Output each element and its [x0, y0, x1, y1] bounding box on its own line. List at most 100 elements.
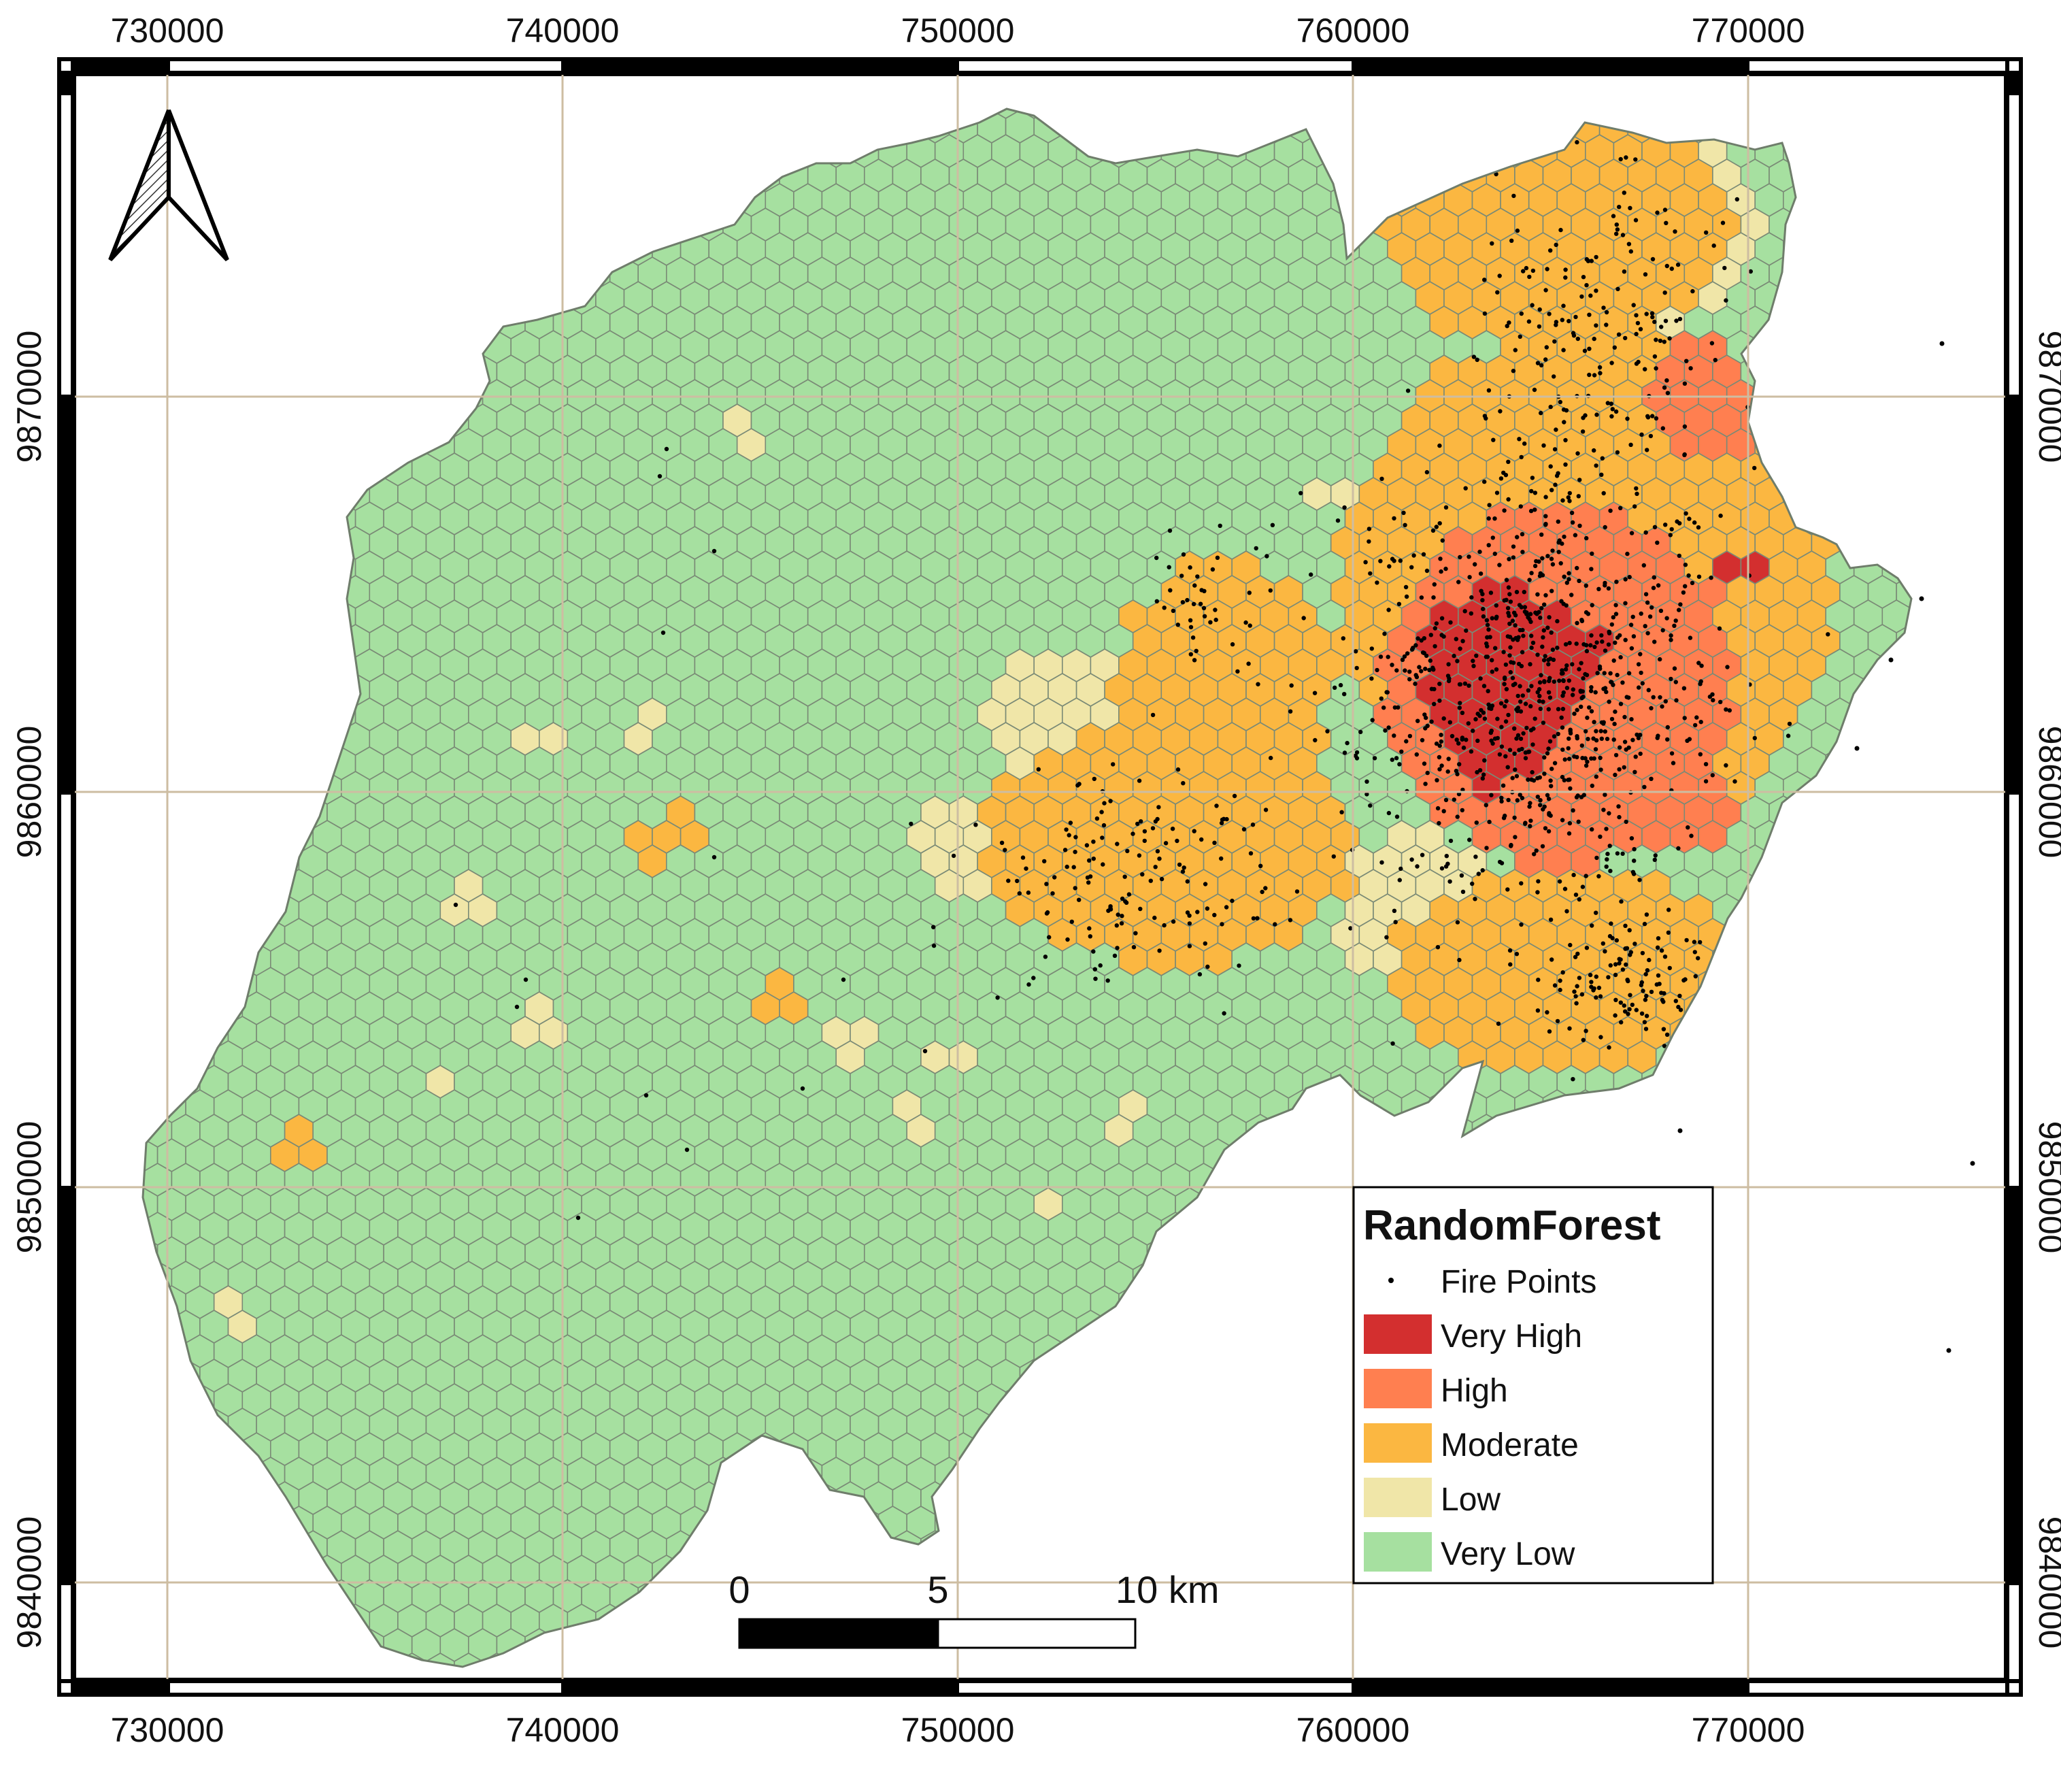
fire-point: [1420, 737, 1425, 743]
fire-point: [1448, 838, 1454, 844]
fire-point: [1632, 769, 1637, 775]
fire-point: [1607, 844, 1612, 848]
fire-point: [1663, 699, 1668, 704]
fire-point: [1584, 673, 1590, 678]
fire-point: [1532, 563, 1538, 569]
fire-point: [1575, 620, 1579, 625]
fire-point: [1568, 942, 1573, 948]
fire-point: [1394, 668, 1399, 673]
fire-point: [1573, 893, 1579, 897]
fire-point: [1458, 701, 1462, 706]
fire-point: [1641, 563, 1646, 568]
fire-point: [1386, 654, 1390, 659]
fire-point: [1367, 539, 1371, 544]
fire-point: [1478, 571, 1484, 576]
fire-point: [1567, 640, 1572, 646]
fire-point: [1669, 676, 1673, 682]
fire-point: [1511, 661, 1516, 665]
fire-point: [1474, 820, 1479, 825]
fire-point: [1665, 737, 1670, 742]
fire-point: [1623, 577, 1628, 582]
fire-point: [1605, 851, 1610, 857]
fire-point: [1589, 688, 1594, 693]
fire-point: [1681, 590, 1686, 595]
fire-point: [1512, 815, 1517, 820]
fire-point: [1567, 820, 1573, 826]
fire-point: [1530, 640, 1536, 645]
fire-point: [1488, 635, 1492, 640]
fire-point: [1526, 777, 1530, 782]
fire-point: [1555, 646, 1560, 650]
fire-point: [1423, 666, 1428, 671]
fire-point: [1629, 717, 1634, 722]
fire-point: [1535, 652, 1540, 657]
fire-point: [1629, 531, 1635, 535]
fire-point: [1598, 767, 1603, 772]
fire-point: [1475, 769, 1479, 775]
fire-point: [1717, 626, 1722, 631]
fire-point: [1579, 618, 1585, 623]
fire-point: [1492, 736, 1498, 741]
fire-point: [1443, 505, 1449, 510]
fire-point: [1560, 498, 1565, 503]
fire-point: [1683, 511, 1688, 516]
fire-point: [1598, 729, 1603, 733]
fire-point: [1405, 388, 1411, 393]
fire-point: [1612, 721, 1617, 727]
fire-point: [1457, 762, 1462, 767]
fire-point: [1609, 622, 1614, 627]
fire-point: [1466, 721, 1471, 726]
fire-point: [1546, 662, 1551, 667]
fire-point: [1390, 1041, 1395, 1046]
fire-point: [1613, 709, 1618, 714]
fire-point: [1669, 633, 1673, 638]
fire-point: [1549, 630, 1554, 635]
fire-point: [1486, 688, 1490, 693]
fire-point: [1487, 819, 1492, 825]
fire-point: [1562, 886, 1568, 891]
fire-point: [1528, 662, 1532, 667]
fire-point: [1632, 504, 1637, 509]
fire-point: [1342, 692, 1347, 697]
fire-point: [1394, 756, 1399, 761]
fire-point: [1585, 715, 1590, 720]
fire-point: [1386, 725, 1391, 730]
fire-point: [1542, 602, 1547, 607]
fire-point: [1354, 665, 1359, 671]
fire-point: [1419, 638, 1424, 643]
fire-point: [1537, 699, 1542, 703]
fire-point: [1460, 889, 1466, 895]
fire-point: [1645, 448, 1649, 452]
fire-point: [1492, 551, 1497, 557]
fire-point: [1508, 599, 1513, 604]
fire-point: [1447, 676, 1452, 681]
fire-point: [1439, 739, 1443, 744]
fire-point: [1572, 711, 1577, 716]
fire-point: [1608, 508, 1613, 513]
fire-point: [1571, 687, 1575, 692]
fire-point: [1614, 580, 1619, 584]
fire-point: [1460, 710, 1465, 716]
fire-point: [1392, 516, 1396, 521]
fire-point: [1617, 767, 1622, 772]
fire-point: [1682, 716, 1687, 720]
fire-point: [1458, 554, 1462, 560]
fire-point: [1600, 639, 1605, 644]
fire-point: [1381, 706, 1386, 710]
fire-point: [1339, 810, 1344, 815]
fire-point: [1536, 978, 1541, 982]
fire-point: [1520, 693, 1525, 698]
fire-point: [1392, 733, 1396, 738]
fire-point: [1518, 504, 1523, 509]
fire-point: [1613, 603, 1618, 608]
fire-point: [1620, 851, 1625, 857]
fire-point: [1546, 829, 1552, 834]
fire-point: [1502, 508, 1507, 513]
fire-point: [1446, 757, 1451, 761]
fire-point: [1456, 741, 1461, 746]
fire-point: [1401, 510, 1406, 515]
fire-point: [1594, 640, 1599, 645]
fire-point: [1150, 712, 1156, 718]
fire-point: [1448, 620, 1453, 625]
fire-point: [1440, 538, 1445, 543]
